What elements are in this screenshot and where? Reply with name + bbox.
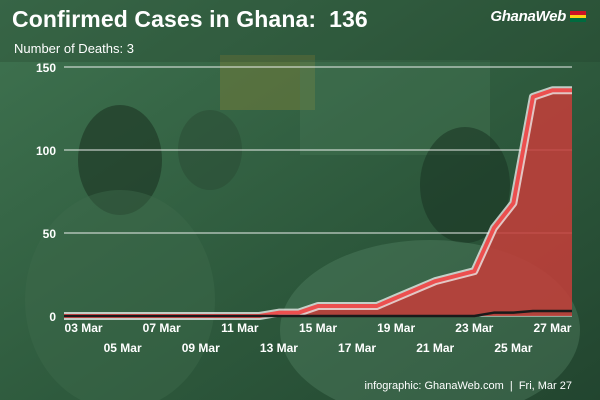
x-tick-label: 09 Mar xyxy=(182,341,220,355)
logo-text: GhanaWeb xyxy=(490,8,566,25)
x-tick-label: 21 Mar xyxy=(416,341,454,355)
x-tick-label: 15 Mar xyxy=(299,321,337,335)
chart-subtitle: Number of Deaths: 3 xyxy=(14,41,134,56)
ghana-flag-icon xyxy=(570,11,586,23)
deaths-line xyxy=(64,309,572,318)
chart-title: Confirmed Cases in Ghana: 136 xyxy=(12,6,368,32)
footer-credit: infographic: GhanaWeb.com | Fri, Mar 27 xyxy=(364,380,572,392)
x-tick-label: 19 Mar xyxy=(377,321,415,335)
x-tick-label: 07 Mar xyxy=(143,321,181,335)
x-tick-label: 25 Mar xyxy=(494,341,532,355)
x-tick-label: 11 Mar xyxy=(221,321,259,335)
y-tick-label: 100 xyxy=(36,144,56,158)
ghanaweb-logo: GhanaWeb xyxy=(490,8,586,25)
x-tick-label: 03 Mar xyxy=(65,321,103,335)
x-tick-label: 17 Mar xyxy=(338,341,376,355)
x-tick-label: 27 Mar xyxy=(533,321,571,335)
y-tick-label: 0 xyxy=(49,310,56,324)
y-axis-ticks: 0 50 100 150 xyxy=(36,61,56,324)
y-tick-label: 50 xyxy=(43,227,57,241)
y-tick-label: 150 xyxy=(36,61,56,75)
series-layer xyxy=(64,86,572,320)
x-tick-label: 05 Mar xyxy=(104,341,142,355)
x-tick-label: 23 Mar xyxy=(455,321,493,335)
x-tick-label: 13 Mar xyxy=(260,341,298,355)
cases-area xyxy=(64,90,572,317)
